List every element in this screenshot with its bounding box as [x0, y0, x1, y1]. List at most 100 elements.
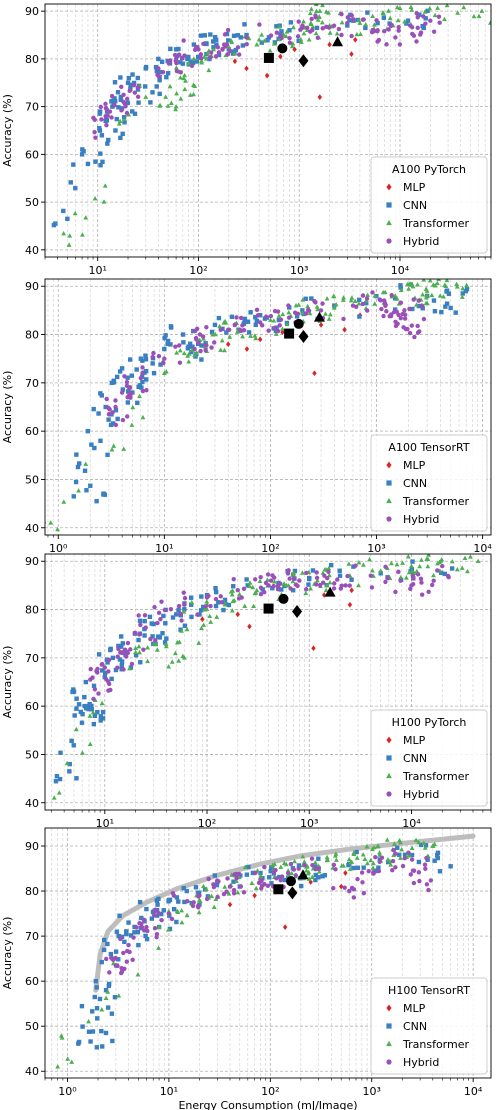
y-tick-label: 50: [25, 748, 39, 761]
cnn-point: [109, 1011, 115, 1016]
mlp-point: [347, 601, 353, 608]
transformer-point: [386, 8, 391, 13]
mlp-point: [232, 58, 238, 65]
hybrid-point: [398, 300, 404, 305]
hybrid-point: [331, 862, 337, 868]
transformer-mean-marker: [332, 36, 344, 47]
axes-frame: [44, 3, 492, 258]
cnn-point: [245, 583, 250, 588]
cnn-point: [139, 915, 144, 921]
cnn-point: [258, 870, 263, 876]
hybrid-point: [196, 47, 201, 52]
transformer-point: [377, 850, 382, 855]
cnn-point: [446, 291, 452, 296]
hybrid-point: [174, 68, 180, 74]
transformer-point: [196, 909, 202, 915]
hybrid-point: [277, 323, 282, 328]
mlp-point: [282, 924, 288, 930]
hybrid-point: [92, 687, 98, 692]
cnn-point: [288, 20, 294, 25]
transformer-point: [298, 36, 304, 42]
mlp-point: [244, 65, 249, 72]
cnn-point: [150, 361, 155, 366]
cnn-point: [205, 894, 211, 899]
cnn-point: [165, 341, 170, 347]
transformer-point: [461, 4, 467, 10]
x-tick-label: 10¹: [88, 264, 106, 277]
transformer-point: [435, 5, 441, 10]
hybrid-point: [304, 570, 309, 576]
hybrid-point: [291, 576, 297, 582]
hybrid-point: [109, 115, 114, 120]
hybrid-point: [401, 325, 406, 330]
transformer-point: [372, 301, 378, 306]
cnn-point: [125, 400, 131, 405]
cnn-point: [392, 307, 398, 312]
hybrid-point: [338, 586, 344, 591]
cnn-point: [102, 674, 108, 680]
cnn-point: [143, 368, 149, 374]
mlp-point: [227, 901, 233, 908]
hybrid-point: [406, 850, 411, 855]
x-tick-label: 10²: [189, 264, 207, 277]
axes-frame: [44, 827, 492, 1079]
cnn-point: [95, 1016, 100, 1021]
cnn-point: [65, 216, 70, 222]
hybrid-point: [134, 925, 139, 930]
transformer-point: [442, 16, 447, 22]
transformer-point: [182, 72, 188, 78]
transformer-point: [253, 590, 259, 595]
hybrid-point: [109, 93, 115, 99]
hybrid-point: [198, 52, 204, 57]
hybrid-point: [419, 592, 425, 597]
transformer-point: [229, 39, 235, 45]
cnn-point: [76, 702, 82, 707]
hybrid-point: [203, 342, 209, 348]
legend-label-hybrid: Hybrid: [403, 788, 439, 801]
cnn-point: [120, 387, 125, 392]
cnn-point: [181, 340, 186, 345]
mlp-point: [252, 892, 257, 899]
hybrid-point: [435, 568, 440, 573]
hybrid-point: [390, 867, 395, 873]
cnn-point: [354, 849, 359, 855]
cnn-point: [86, 706, 91, 712]
transformer-point: [247, 580, 253, 585]
cnn-point: [224, 330, 229, 335]
hybrid-point: [402, 856, 407, 861]
x-tick-label: 10⁴: [473, 542, 492, 555]
cnn-point: [88, 1039, 93, 1044]
hybrid-point: [171, 893, 177, 898]
transformer-point: [409, 845, 415, 851]
cnn-point: [282, 877, 288, 883]
transformer-point: [76, 488, 81, 493]
transformer-point: [65, 1056, 71, 1061]
cnn-point: [94, 498, 99, 504]
transformer-point: [156, 945, 162, 950]
cnn-point: [274, 24, 279, 29]
hybrid-point: [318, 308, 324, 313]
hybrid-point: [135, 85, 140, 90]
cnn-point: [143, 353, 148, 358]
transformer-point: [436, 274, 441, 278]
transformer-point: [137, 649, 142, 655]
cnn-point: [95, 709, 100, 715]
cnn-point: [103, 987, 109, 993]
cnn-point: [150, 90, 155, 95]
cnn-point: [198, 608, 204, 613]
legend-marker-mlp: [386, 183, 392, 191]
transformer-point: [184, 626, 190, 632]
cnn-point: [198, 33, 204, 38]
transformer-point: [346, 561, 352, 566]
hybrid-point: [115, 665, 120, 670]
hybrid-point: [278, 33, 284, 39]
cnn-point: [279, 29, 284, 34]
cnn-point: [213, 589, 219, 595]
hybrid-point: [424, 882, 430, 887]
transformer-point: [161, 370, 167, 375]
cnn-point: [208, 32, 213, 37]
cnn-point: [212, 873, 218, 878]
hybrid-point: [417, 878, 422, 884]
transformer-point: [167, 83, 173, 89]
cnn-point: [57, 776, 63, 782]
